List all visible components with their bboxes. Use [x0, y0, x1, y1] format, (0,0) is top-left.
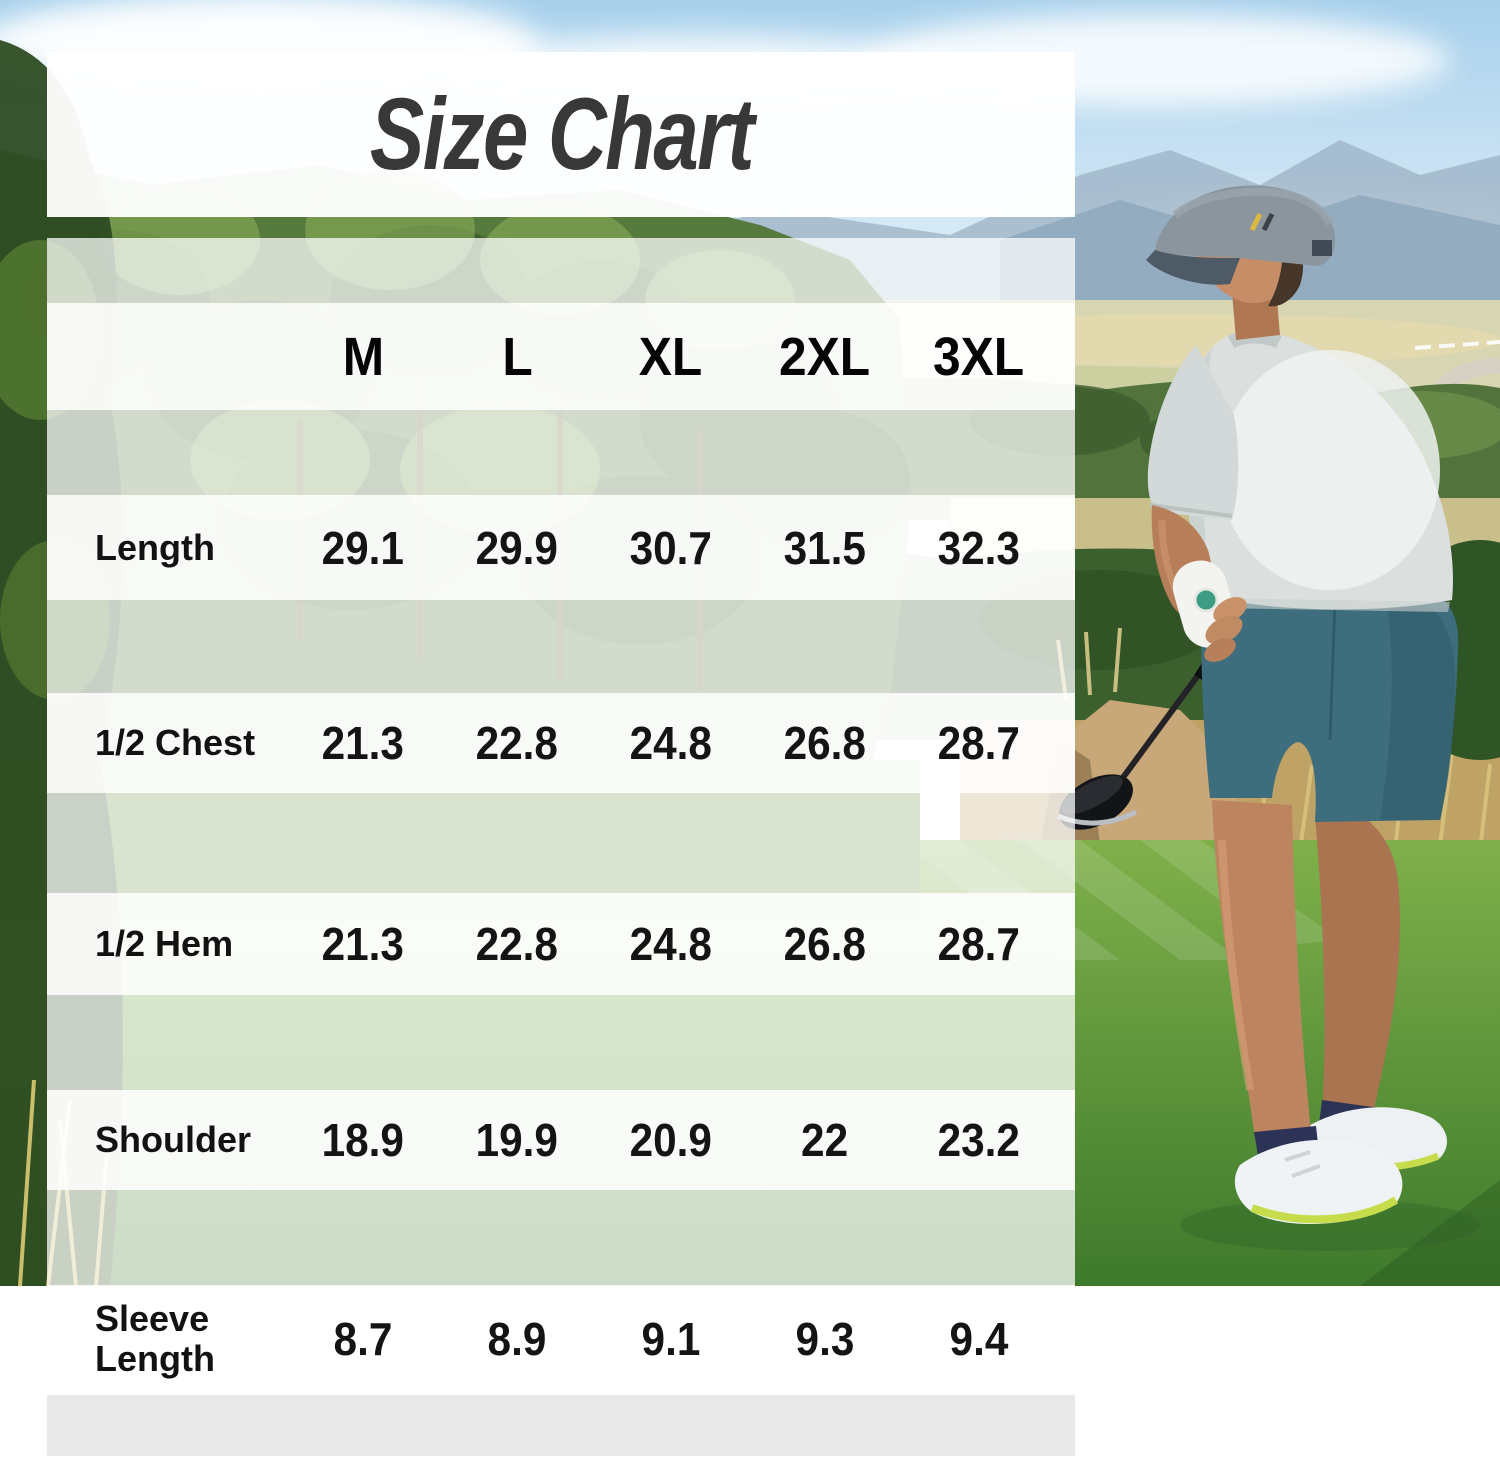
- cap-logo: [1249, 212, 1263, 232]
- translucent-strip: [47, 995, 1075, 1090]
- size-value-cell: 9.1: [641, 1312, 701, 1365]
- translucent-strip: [47, 793, 1075, 893]
- size-value-cell: 19.9: [475, 1114, 559, 1166]
- size-value-cell: 24.8: [629, 918, 713, 970]
- size-header-row: M L XL 2XL 3XL: [47, 303, 1075, 410]
- translucent-strip: [47, 410, 1075, 495]
- size-value-cell: 28.7: [937, 918, 1021, 970]
- size-col-xl: XL: [639, 326, 703, 387]
- size-value-cell: 30.7: [629, 521, 713, 574]
- table-row-sleeve-length: Sleeve Length 8.7 8.9 9.1 9.3 9.4: [47, 1285, 1075, 1392]
- size-value-cell: 31.5: [783, 521, 867, 574]
- size-value-cell: 29.1: [321, 521, 405, 574]
- translucent-strip: [47, 238, 1075, 303]
- size-col-2xl: 2XL: [779, 326, 871, 387]
- row-label: Length: [95, 526, 215, 568]
- size-col-3xl: 3XL: [933, 326, 1025, 387]
- table-row-half-hem: 1/2 Hem 21.3 22.8 24.8 26.8 28.7: [47, 893, 1075, 995]
- size-value-cell: 22.8: [475, 918, 559, 970]
- size-col-m: M: [342, 326, 384, 387]
- size-value-cell: 9.3: [795, 1312, 855, 1365]
- translucent-strip: [47, 600, 1075, 693]
- footer-gray-band: [47, 1395, 1075, 1456]
- size-value-cell: 8.7: [333, 1312, 393, 1365]
- size-value-cell: 26.8: [783, 918, 867, 970]
- title-band: Size Chart: [47, 52, 1075, 217]
- size-value-cell: 28.7: [937, 717, 1021, 769]
- golf-club-head: [1059, 774, 1133, 830]
- size-value-cell: 21.3: [321, 918, 405, 970]
- size-value-cell: 23.2: [937, 1114, 1021, 1166]
- size-value-cell: 26.8: [783, 717, 867, 769]
- row-label: Sleeve Length: [95, 1297, 215, 1379]
- size-value-cell: 32.3: [937, 521, 1021, 574]
- page-title: Size Chart: [369, 77, 754, 191]
- size-value-cell: 22.8: [475, 717, 559, 769]
- golf-cap: [1155, 185, 1336, 266]
- cap-brim: [1146, 250, 1240, 285]
- size-value-cell: 20.9: [629, 1114, 713, 1166]
- table-row-length: Length 29.1 29.9 30.7 31.5 32.3: [47, 495, 1075, 600]
- row-label: 1/2 Hem: [95, 923, 234, 965]
- size-value-cell: 22: [801, 1114, 849, 1166]
- golf-shoe-near: [1234, 1139, 1403, 1225]
- table-row-half-chest: 1/2 Chest 21.3 22.8 24.8 26.8 28.7: [47, 693, 1075, 793]
- translucent-strip: [47, 1190, 1075, 1285]
- size-value-cell: 29.9: [475, 521, 559, 574]
- golfer-illustration: [1057, 185, 1480, 1251]
- row-label: 1/2 Chest: [95, 722, 256, 764]
- size-value-cell: 24.8: [629, 717, 713, 769]
- glove-ball-marker: [1193, 587, 1219, 613]
- size-value-cell: 21.3: [321, 717, 405, 769]
- polo-sleeve: [1147, 345, 1239, 520]
- size-value-cell: 9.4: [949, 1312, 1009, 1365]
- size-col-l: L: [501, 326, 533, 387]
- size-value-cell: 8.9: [487, 1312, 547, 1365]
- row-label: Shoulder: [95, 1119, 252, 1161]
- table-row-shoulder: Shoulder 18.9 19.9 20.9 22 23.2: [47, 1090, 1075, 1190]
- size-value-cell: 18.9: [321, 1114, 405, 1166]
